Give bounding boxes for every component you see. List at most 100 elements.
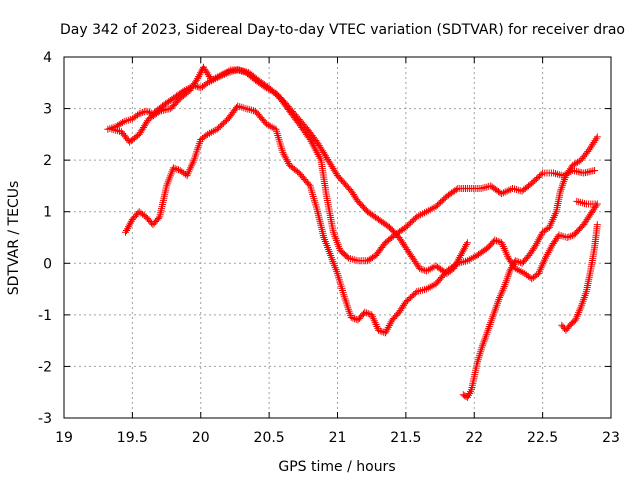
series-trace [462,136,598,399]
data-point-marker [175,166,182,174]
data-point-marker [402,298,410,306]
data-point-marker [271,90,279,98]
y-tick-label: -1 [38,308,52,324]
data-point-marker [195,73,203,80]
data-point-marker [283,156,291,164]
data-point-marker [589,140,597,148]
data-point-marker [352,315,360,323]
x-tick-label: 22 [465,430,483,446]
series-track-a [104,66,471,278]
data-point-marker [462,241,470,248]
data-point-marker [565,233,573,241]
data-point-marker [215,124,223,132]
data-point-marker [513,257,521,265]
data-point-marker [154,108,162,116]
data-point-marker [458,250,466,258]
data-point-marker [410,216,418,224]
data-point-marker [328,163,336,171]
data-point-marker [218,121,226,129]
data-point-marker [592,202,600,210]
x-axis-label: GPS time / hours [278,459,395,475]
data-point-marker [221,118,229,126]
y-tick-label: 2 [43,153,52,169]
data-point-marker [462,242,469,250]
y-tick-label: -3 [38,411,52,427]
data-point-marker [416,264,424,272]
data-point-marker [331,168,339,176]
data-point-marker [407,219,415,227]
data-point-marker [407,294,415,301]
data-point-marker [511,257,519,265]
data-point-marker [531,243,539,251]
series-track-b [108,63,599,265]
data-point-marker [499,189,507,197]
data-point-marker [496,294,504,301]
data-point-marker [432,203,440,211]
data-point-marker [403,297,411,304]
data-point-marker [593,221,601,229]
data-point-marker [312,147,320,155]
data-point-marker [440,195,448,203]
data-point-marker [493,237,500,245]
y-tick-labels: -3 -2 -1 0 1 2 3 4 [38,50,52,427]
data-point-marker [343,253,351,261]
data-point-marker [581,200,588,207]
data-point-marker [202,80,210,88]
data-point-marker [494,237,502,245]
data-point-marker [434,201,441,209]
data-point-marker [500,284,508,292]
data-point-marker [403,222,411,230]
data-point-marker [534,174,542,181]
data-point-marker [496,292,504,300]
data-point-marker [202,132,210,140]
data-point-marker [405,295,413,303]
data-point-marker [197,69,205,77]
data-point-marker [498,288,506,296]
data-point-marker [529,178,537,186]
data-point-marker [268,87,276,95]
data-point-marker [532,241,540,249]
data-point-marker [213,125,221,133]
series-track-c [122,102,601,337]
data-point-marker [438,197,446,205]
data-point-marker [532,175,540,183]
data-point-marker [125,223,132,231]
data-point-marker [452,260,460,268]
data-point-marker [455,255,463,263]
data-point-marker [173,165,181,173]
data-point-marker [363,309,371,317]
data-point-marker [323,154,331,162]
data-point-marker [364,310,372,318]
data-point-marker [575,307,583,315]
data-point-marker [326,159,334,167]
data-point-marker [195,83,203,91]
x-tick-label: 20.5 [254,430,285,446]
data-point-marker [591,167,599,174]
data-point-marker [330,166,338,174]
x-tick-label: 21.5 [390,430,421,446]
data-point-marker [537,232,545,240]
data-point-marker [316,154,324,162]
data-point-marker [381,329,389,337]
data-point-marker [349,314,357,322]
data-point-marker [327,161,335,169]
data-point-marker [505,186,513,194]
data-point-marker [573,197,581,205]
data-point-marker [417,265,425,273]
data-point-marker [193,76,201,84]
data-point-marker [139,108,147,116]
data-point-marker [126,219,134,227]
data-point-marker [324,155,332,163]
data-point-marker [506,267,514,275]
data-point-marker [512,186,520,193]
data-point-marker [154,214,162,222]
data-point-marker [119,119,126,126]
data-point-marker [347,313,355,321]
series-track-e [558,221,601,334]
data-point-marker [294,168,302,176]
data-point-marker [169,164,177,172]
x-tick-label: 23 [602,430,620,446]
data-point-marker [137,109,145,117]
y-axis-label: SDTVAR / TECUs [6,181,22,296]
data-point-marker [537,171,545,178]
